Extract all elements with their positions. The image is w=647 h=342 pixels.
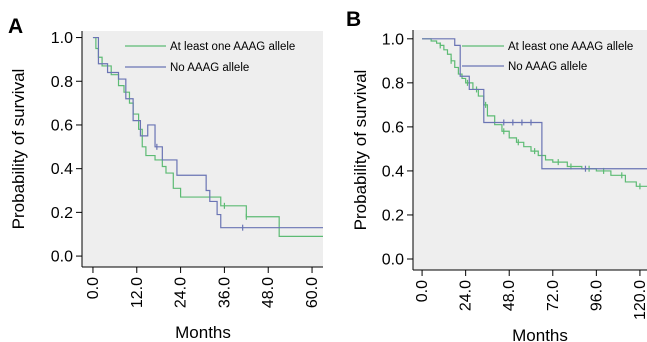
x-axis-title: Months xyxy=(512,326,568,342)
y-tick-label: 0.6 xyxy=(382,119,404,136)
y-tick-label: 1.0 xyxy=(51,30,73,47)
y-axis-ticks: 0.0 0.2 0.4 0.6 0.8 1.0 xyxy=(382,31,413,268)
y-tick-label: 0.8 xyxy=(51,74,73,91)
x-axis-title: Months xyxy=(175,323,231,342)
y-tick-label: 0.0 xyxy=(382,251,404,268)
panel-b: B Probability of survival Months 0.00.20… xyxy=(346,8,647,342)
x-tick-label: 0.0 xyxy=(414,280,431,302)
x-tick-label: 48.0 xyxy=(501,280,518,311)
x-tick-label: 24.0 xyxy=(173,277,190,308)
y-tick-label: 0.2 xyxy=(382,207,404,224)
y-tick-label: 0.4 xyxy=(382,163,404,180)
y-tick-label: 0.4 xyxy=(51,161,73,178)
panel-a: A Probability of survival Months 0.00.20… xyxy=(8,15,323,342)
survival-curve xyxy=(92,36,323,238)
y-axis-ticks: 0.0 0.2 0.4 0.6 0.8 1.0 xyxy=(51,30,82,266)
x-tick-label: 96.0 xyxy=(588,280,605,311)
x-tick-label: 12.0 xyxy=(129,277,146,308)
legend-label: At least one AAAG allele xyxy=(170,41,295,53)
x-tick-label: 24.0 xyxy=(458,280,475,311)
x-tick-label: 60.0 xyxy=(304,277,321,308)
survival-curve xyxy=(422,38,647,170)
legend-label: At least one AAAG allele xyxy=(508,41,633,53)
x-tick-label: 48.0 xyxy=(260,277,277,308)
x-axis-ticks: 0.0 24.0 48.0 72.0 96.0 120.0 xyxy=(414,270,647,320)
legend-label: No AAAG allele xyxy=(508,61,587,73)
plot-area-background xyxy=(413,30,647,270)
x-tick-label: 0.0 xyxy=(85,277,102,299)
y-tick-label: 1.0 xyxy=(382,31,404,48)
y-tick-label: 0.6 xyxy=(51,117,73,134)
legend: At least one AAAG allele No AAAG allele xyxy=(462,41,633,73)
x-tick-label: 72.0 xyxy=(545,280,562,311)
y-axis-title: Probability of survival xyxy=(351,70,370,231)
y-tick-label: 0.8 xyxy=(382,75,404,92)
legend: At least one AAAG allele No AAAG allele xyxy=(125,41,295,74)
y-axis-title: Probability of survival xyxy=(9,69,28,230)
x-axis-ticks: 0.0 12.0 24.0 36.0 48.0 60.0 xyxy=(85,267,321,308)
y-tick-label: 0.0 xyxy=(51,249,73,266)
x-tick-label: 36.0 xyxy=(216,277,233,308)
x-tick-label: 120.0 xyxy=(632,280,647,320)
series-layer xyxy=(92,36,323,238)
survival-curve xyxy=(422,38,647,187)
survival-curve xyxy=(92,36,323,229)
panel-letter: B xyxy=(346,8,361,31)
series-layer xyxy=(422,38,647,190)
y-tick-label: 0.2 xyxy=(51,205,73,222)
legend-label: No AAAG allele xyxy=(170,62,249,74)
panel-letter: A xyxy=(8,15,23,38)
